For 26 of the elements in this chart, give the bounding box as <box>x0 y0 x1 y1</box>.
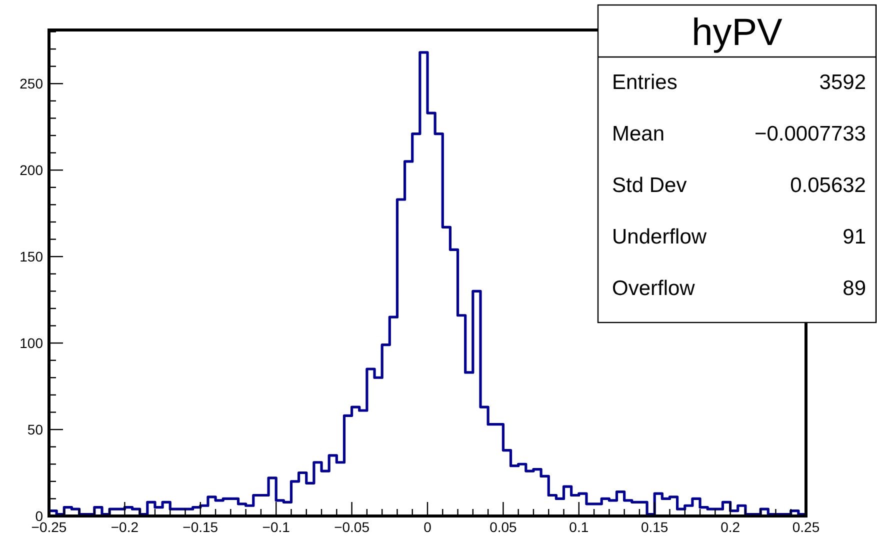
y-tick-label: 150 <box>20 248 44 265</box>
x-tick-label: 0 <box>424 519 432 535</box>
x-tick-label: 0.15 <box>640 519 668 535</box>
y-tick-label: 100 <box>20 335 44 352</box>
annotation: 0.05632 <box>790 174 866 197</box>
y-tick-label: 200 <box>20 162 44 178</box>
y-tick-label: 50 <box>27 422 44 438</box>
text: 91 <box>842 226 866 248</box>
x-tick-label: −0.05 <box>334 519 370 535</box>
x-tick-label: 0.05 <box>490 519 518 535</box>
x-tick-label: 0.25 <box>792 519 820 535</box>
x-tick-label: 0.1 <box>569 519 589 535</box>
x-tick-label: 0.2 <box>720 519 740 535</box>
annotation: hyPV <box>692 12 784 54</box>
annotation: Underflow <box>612 226 708 248</box>
annotation: −0.0007733 <box>754 122 866 146</box>
annotation: Std Dev <box>612 174 688 197</box>
y-tick-label: 250 <box>20 76 44 92</box>
text: 3592 <box>819 71 866 94</box>
annotation: Mean <box>612 122 665 146</box>
annotation: Entries <box>612 71 678 94</box>
x-tick-label: −0.1 <box>262 519 290 535</box>
x-tick-label: −0.15 <box>182 519 218 535</box>
x-tick-label: −0.2 <box>110 519 139 535</box>
annotation: Overflow <box>612 277 696 300</box>
text: 89 <box>842 277 866 300</box>
